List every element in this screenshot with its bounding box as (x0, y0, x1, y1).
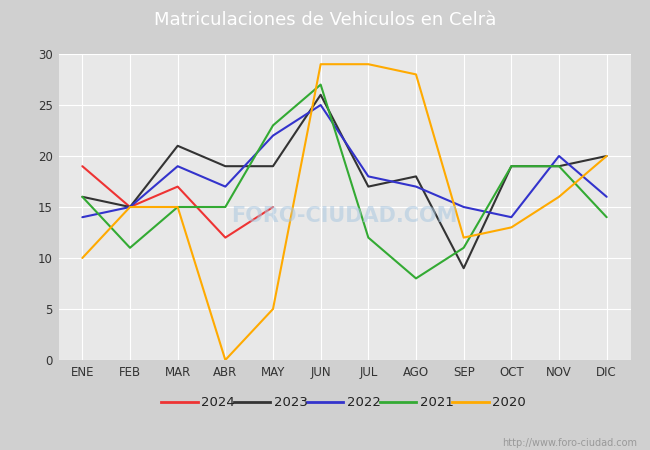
Text: http://www.foro-ciudad.com: http://www.foro-ciudad.com (502, 438, 637, 448)
Text: FORO-CIUDAD.COM: FORO-CIUDAD.COM (231, 206, 458, 226)
Text: 2024: 2024 (202, 396, 235, 409)
Text: 2023: 2023 (274, 396, 308, 409)
Text: 2021: 2021 (420, 396, 454, 409)
Text: 2022: 2022 (347, 396, 381, 409)
Text: 2020: 2020 (493, 396, 526, 409)
Text: Matriculaciones de Vehiculos en Celrà: Matriculaciones de Vehiculos en Celrà (154, 11, 496, 29)
